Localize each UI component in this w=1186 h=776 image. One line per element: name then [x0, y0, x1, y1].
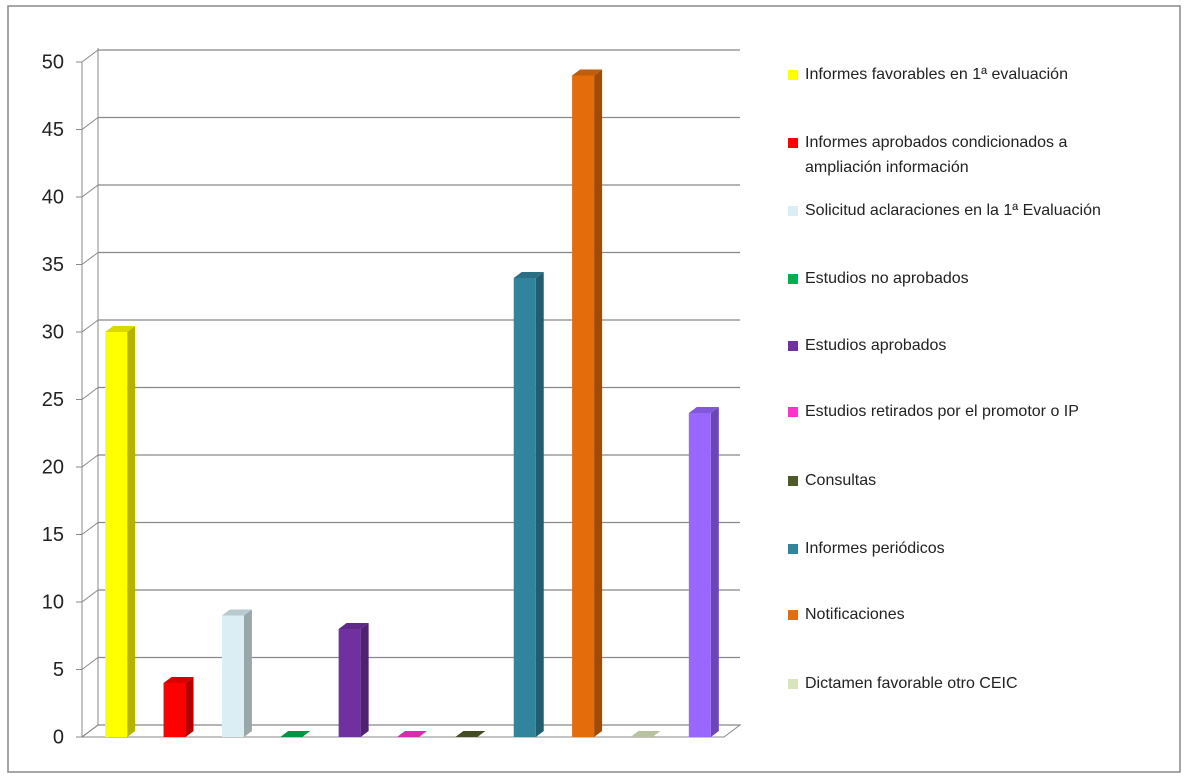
- bar-side: [360, 623, 369, 737]
- legend-item: Informes favorables en 1ª evaluación: [788, 62, 1128, 87]
- legend-item: Estudios aprobados: [788, 333, 1128, 358]
- bar: [572, 75, 595, 737]
- bar-top: [688, 407, 719, 413]
- bar-top: [338, 623, 369, 629]
- bar: [163, 683, 186, 737]
- grid-diagonal: [81, 49, 99, 63]
- bar: [513, 278, 536, 737]
- legend-item: Notificaciones: [788, 602, 1128, 627]
- bar-top: [105, 326, 136, 332]
- bar-top: [397, 731, 427, 737]
- bar-top: [572, 69, 603, 76]
- bar-side: [535, 272, 544, 737]
- y-tick-label: 5: [53, 659, 64, 681]
- grid-diagonal: [81, 657, 99, 670]
- grid-diagonal: [81, 319, 99, 333]
- legend-label: Estudios retirados por el promotor o IP: [805, 403, 1079, 420]
- legend-label: Dictamen favorable otro CEIC: [805, 675, 1018, 692]
- y-tick-label: 15: [42, 524, 64, 546]
- legend-item: Informes aprobados condicionados a ampli…: [788, 130, 1128, 180]
- bar-top: [513, 272, 544, 278]
- legend-swatch: [788, 70, 798, 80]
- y-tick-label: 30: [42, 321, 64, 343]
- grid-diagonal: [81, 522, 99, 535]
- bar-top: [630, 731, 661, 737]
- y-tick-label: 10: [42, 591, 64, 613]
- legend-label: Estudios aprobados: [805, 337, 947, 354]
- legend-swatch: [788, 544, 798, 554]
- grid-diagonal: [81, 117, 99, 130]
- legend-label: Informes periódicos: [805, 540, 945, 557]
- legend-item: Estudios retirados por el promotor o IP: [788, 399, 1128, 424]
- legend-swatch: [788, 610, 798, 620]
- border: [7, 5, 1181, 773]
- bar: [688, 413, 711, 737]
- legend-label: Solicitud aclaraciones en la 1ª Evaluaci…: [805, 202, 1101, 219]
- legend-item: Estudios no aprobados: [788, 266, 1128, 291]
- legend-label: Consultas: [805, 472, 877, 489]
- legend-swatch: [788, 407, 798, 417]
- y-tick-label: 45: [42, 119, 64, 141]
- legend-swatch: [788, 206, 798, 216]
- legend-swatch: [788, 679, 798, 689]
- legend-item: Consultas: [788, 468, 1128, 493]
- bar: [105, 332, 128, 737]
- y-tick-label: 0: [53, 726, 64, 748]
- legend-swatch: [788, 274, 798, 284]
- legend-label: Notificaciones: [805, 606, 905, 623]
- legend-item: Informes periódicos: [788, 536, 1128, 561]
- bar-side: [127, 326, 136, 737]
- legend-item: Solicitud aclaraciones en la 1ª Evaluaci…: [788, 198, 1128, 223]
- y-tick-label: 40: [42, 186, 64, 208]
- grid-diagonal: [81, 454, 99, 468]
- bar: [221, 615, 244, 737]
- legend-label: Estudios no aprobados: [805, 270, 969, 287]
- grid-diagonal: [81, 252, 99, 265]
- bar-side: [185, 677, 194, 737]
- legend-label: Informes favorables en 1ª evaluación: [805, 66, 1068, 83]
- legend-label: Informes aprobados condicionados a ampli…: [805, 134, 1068, 176]
- bar-top: [221, 609, 252, 616]
- bar-side: [243, 609, 252, 737]
- grid-diagonal: [81, 184, 99, 198]
- bar-side: [710, 407, 719, 737]
- y-tick-label: 20: [42, 456, 64, 478]
- grid-diagonal: [81, 387, 99, 400]
- y-tick-label: 35: [42, 254, 64, 276]
- y-tick-label: 25: [42, 389, 64, 411]
- bar: [338, 629, 361, 737]
- grid-diagonal: [81, 589, 99, 603]
- y-tick-label: 50: [42, 51, 64, 73]
- legend-swatch: [788, 476, 798, 486]
- bar-side: [594, 69, 603, 737]
- legend-swatch: [788, 341, 798, 351]
- grid-diagonal: [81, 724, 99, 738]
- bar-top: [163, 677, 194, 683]
- legend-swatch: [788, 138, 798, 148]
- bar-top: [280, 731, 311, 737]
- bar-top: [455, 731, 486, 737]
- legend-item: Dictamen favorable otro CEIC: [788, 671, 1128, 696]
